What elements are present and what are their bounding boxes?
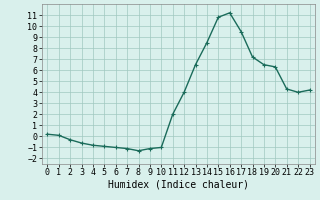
X-axis label: Humidex (Indice chaleur): Humidex (Indice chaleur) [108,180,249,190]
